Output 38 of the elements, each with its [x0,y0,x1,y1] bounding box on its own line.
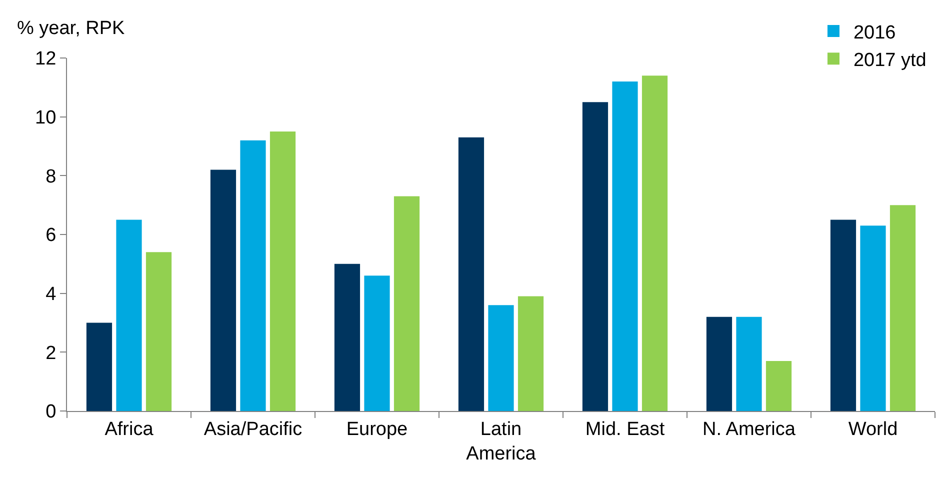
y-tick-label: 4 [46,284,57,305]
x-tick-label: Mid. East [585,418,666,440]
y-tick-label: 8 [46,166,56,188]
bar [116,220,142,411]
y-tick-label: 6 [46,225,56,246]
bar [582,102,608,411]
bar [86,322,112,411]
bar [270,132,296,411]
y-tick-label: 0 [46,402,56,423]
bar [860,226,886,411]
bar [766,360,792,411]
bar [830,220,856,411]
bar [488,305,514,411]
bar [394,196,420,411]
bar [458,137,484,411]
x-tick-label: Europe [346,418,408,440]
bar [736,316,762,411]
x-tick-label: N. America [702,418,796,440]
y-tick-label: 12 [35,48,56,70]
bar [518,296,544,411]
y-tick-label: 10 [35,107,56,128]
bar [706,316,732,411]
legend-label: 2017 ytd [853,50,926,72]
bar [642,76,668,411]
x-tick-label: Africa [104,418,154,440]
y-tick-label: 2 [46,342,56,364]
bar [364,276,390,411]
bar [146,252,172,411]
bar [334,264,360,411]
y-axis-title: % year, RPK [17,18,126,39]
legend-label: 2016 [853,22,896,44]
x-tick-label: Asia/Pacific [204,418,302,440]
x-tick-label: World [848,418,898,440]
bar [890,205,916,411]
bar [210,170,236,411]
x-tick-label: Latin America [466,418,536,464]
bar [612,82,638,411]
bar [240,140,266,411]
